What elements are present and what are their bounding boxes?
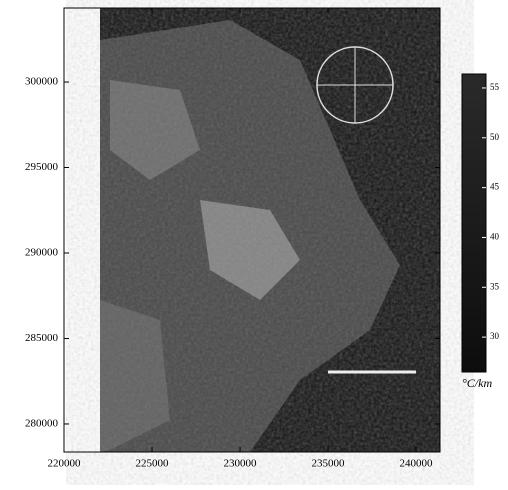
x-tick-label: 230000 xyxy=(224,458,258,470)
x-tick-label: 235000 xyxy=(312,458,346,470)
colorbar-tick-label: 45 xyxy=(490,182,500,192)
y-tick-label: 295000 xyxy=(25,161,59,173)
x-tick-label: 240000 xyxy=(400,458,434,470)
colorbar-tick-label: 30 xyxy=(490,331,500,341)
y-tick-label: 290000 xyxy=(25,247,59,259)
x-tick-label: 220000 xyxy=(48,458,82,470)
x-tick-label: 225000 xyxy=(136,458,170,470)
colorbar-tick-label: 35 xyxy=(490,281,500,291)
y-tick-label: 300000 xyxy=(25,76,59,88)
plot-frame xyxy=(63,7,441,453)
colorbar-tick-label: 50 xyxy=(490,132,500,142)
colorbar-label: °C/km xyxy=(462,376,492,390)
colorbar-tick-label: 55 xyxy=(490,82,500,92)
colorbar xyxy=(461,73,487,373)
colorbar-tick-label: 40 xyxy=(490,232,500,242)
y-tick-label: 280000 xyxy=(25,417,59,429)
map-image xyxy=(100,8,440,452)
y-tick-label: 285000 xyxy=(25,332,59,344)
